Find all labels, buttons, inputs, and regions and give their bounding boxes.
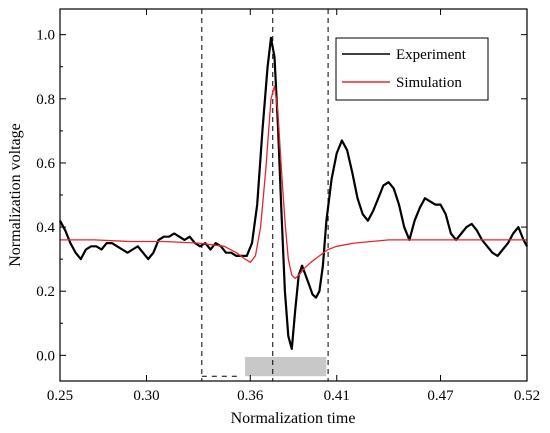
y-tick-label: 0.8 xyxy=(36,92,55,108)
y-tick-label: 0.6 xyxy=(36,156,55,172)
series-line-simulation xyxy=(60,85,527,280)
legend: Experiment Simulation xyxy=(335,37,489,101)
highlight-band xyxy=(245,356,327,377)
x-tick-label: 0.36 xyxy=(237,388,264,404)
y-tick-label: 0.2 xyxy=(36,284,55,300)
legend-box xyxy=(335,37,489,101)
y-axis-title: Normalization voltage xyxy=(7,123,24,267)
ticks-layer: 0.25 0.30 0.36 0.41 0.47 0.52 0.0 0.2 0.4 0.6 0.8 1… xyxy=(36,9,540,404)
y-tick-label: 0.4 xyxy=(36,220,55,236)
x-axis-title: Normalization time xyxy=(231,410,356,427)
legend-label-simulation: Simulation xyxy=(396,75,462,91)
x-tick-label: 0.30 xyxy=(133,388,159,404)
series-layer xyxy=(59,36,528,350)
y-tick-label: 0.0 xyxy=(36,348,55,364)
series-line-experiment xyxy=(59,36,528,350)
reference-lines-layer xyxy=(201,9,329,381)
y-tick-label: 1.0 xyxy=(36,28,55,44)
x-tick-label: 0.41 xyxy=(324,388,350,404)
highlight-band-layer xyxy=(245,356,327,377)
x-tick-label: 0.47 xyxy=(427,388,454,404)
legend-label-experiment: Experiment xyxy=(396,47,467,63)
x-tick-label: 0.25 xyxy=(47,388,73,404)
x-tick-label: 0.52 xyxy=(514,388,540,404)
